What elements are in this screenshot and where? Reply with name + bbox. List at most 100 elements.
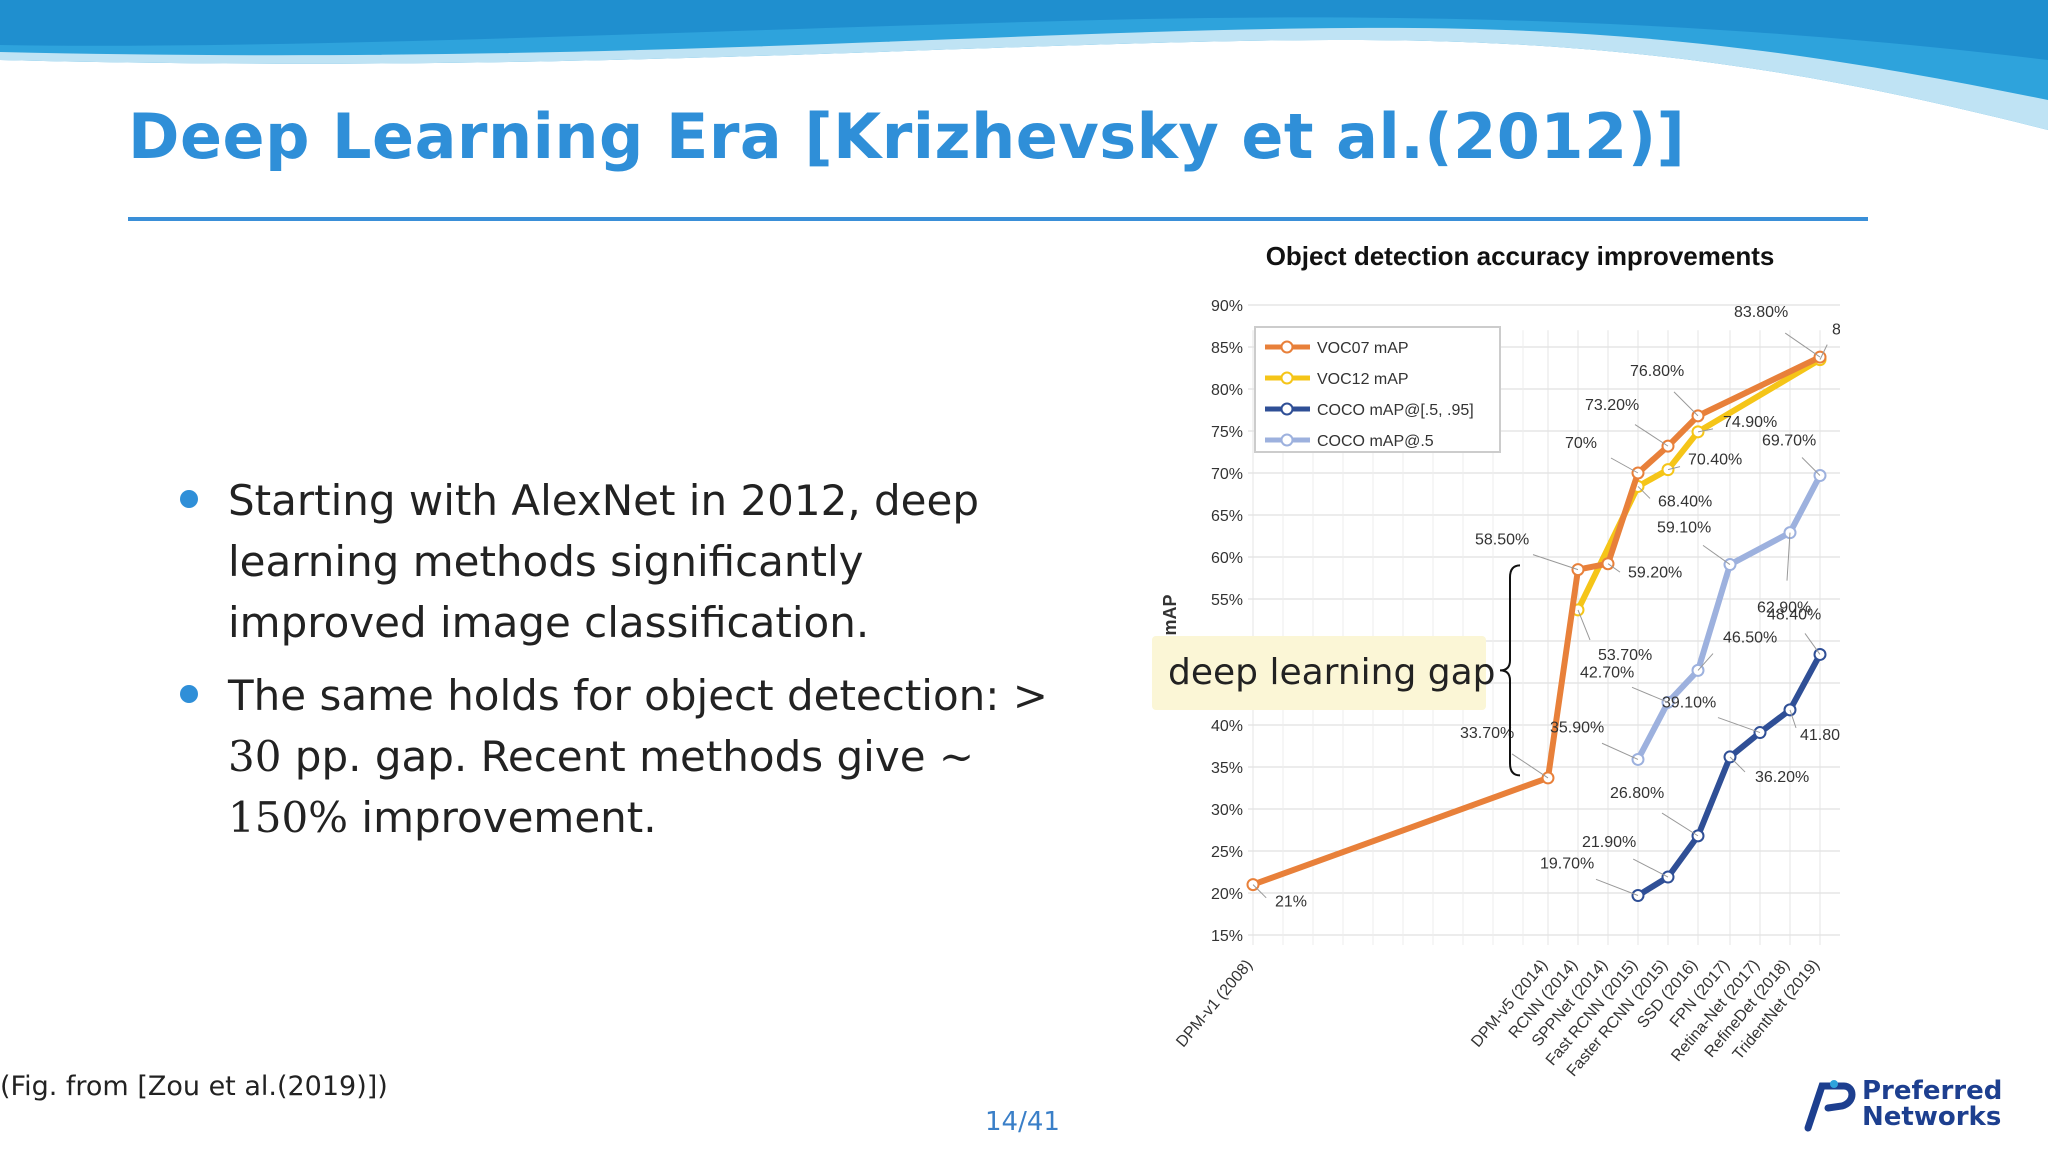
data-label: 48.40%: [1767, 606, 1821, 623]
y-axis-label: mAP: [1160, 594, 1180, 635]
y-tick-label: 85%: [1211, 340, 1243, 357]
y-tick-label: 55%: [1211, 592, 1243, 609]
data-label: 39.10%: [1662, 695, 1716, 712]
legend-marker: [1280, 433, 1294, 447]
data-label: 35.90%: [1550, 719, 1604, 736]
data-label-leader: [1607, 563, 1621, 573]
data-label-leader: [1595, 878, 1639, 896]
data-label: 36.20%: [1755, 769, 1809, 786]
data-label-leader: [1667, 466, 1681, 471]
company-logo: Preferred Networks: [1800, 1076, 2030, 1136]
data-label: 21.90%: [1582, 834, 1636, 851]
y-tick-label: 20%: [1211, 886, 1243, 903]
legend-entry: VOC12 mAP: [1317, 371, 1409, 388]
data-label-leader: [1252, 884, 1267, 899]
data-label-leader: [1634, 424, 1669, 447]
y-tick-label: 65%: [1211, 508, 1243, 525]
y-tick-label: 30%: [1211, 802, 1243, 819]
header-wave: [0, 0, 2048, 130]
data-label: 26.80%: [1610, 785, 1664, 802]
data-label-leader: [1786, 532, 1791, 581]
title-divider: [128, 217, 1868, 221]
page-number: 14/41: [985, 1107, 1060, 1137]
data-label: 68.40%: [1658, 493, 1712, 510]
legend-entry: VOC07 mAP: [1317, 340, 1409, 357]
y-tick-label: 90%: [1211, 298, 1243, 315]
data-label: 62.90%: [1757, 600, 1811, 617]
data-label: 70.40%: [1688, 452, 1742, 469]
header-wave-dark: [0, 0, 2048, 60]
data-label: 41.80%: [1800, 727, 1840, 744]
data-label: 70%: [1565, 435, 1597, 452]
bullet-item: The same holds for object detection: > 3…: [178, 665, 1058, 848]
legend-marker: [1280, 402, 1294, 416]
gap-label: deep learning gap: [1168, 652, 1496, 693]
bullet-item: Starting with AlexNet in 2012, deep lear…: [178, 470, 1058, 653]
data-label-leader: [1610, 457, 1639, 474]
x-tick-label: DPM-v1 (2008): [1173, 957, 1256, 1051]
data-label-leader: [1532, 554, 1579, 571]
math-expression: ∼ 150%: [228, 732, 975, 842]
bullet-text: Starting with AlexNet in 2012, deep lear…: [228, 476, 980, 647]
data-point: [1601, 557, 1615, 571]
y-tick-label: 35%: [1211, 760, 1243, 777]
y-tick-label: 60%: [1211, 550, 1243, 567]
logo-line-1: Preferred: [1862, 1076, 2003, 1106]
data-label: 59.10%: [1657, 520, 1711, 537]
y-tick-label: 25%: [1211, 844, 1243, 861]
legend-marker: [1280, 340, 1294, 354]
data-point: [1813, 350, 1827, 364]
logo-text: Preferred Networks: [1862, 1078, 2002, 1130]
data-label: 83.50%: [1832, 322, 1840, 339]
data-label-leader: [1601, 742, 1639, 760]
data-label: 58.50%: [1475, 532, 1529, 549]
bullet-list: Starting with AlexNet in 2012, deep lear…: [178, 470, 1058, 860]
data-label: 76.80%: [1630, 363, 1684, 380]
logo-mark-icon: [1804, 1080, 1856, 1132]
data-label: 42.70%: [1580, 664, 1634, 681]
gap-brace: [1499, 564, 1521, 777]
data-label-leader: [1661, 812, 1699, 837]
data-label-leader: [1697, 428, 1714, 433]
logo-line-2: Networks: [1862, 1102, 2002, 1132]
data-label-leader: [1784, 332, 1821, 358]
gap-label-box: [1152, 636, 1486, 710]
data-label: 73.20%: [1585, 397, 1639, 414]
slide-title: Deep Learning Era [Krizhevsky et al.(201…: [128, 100, 1686, 173]
data-label-leader: [1632, 858, 1669, 878]
y-tick-label: 40%: [1211, 718, 1243, 735]
series-line: [1635, 474, 1823, 761]
data-label-leader: [1819, 344, 1828, 360]
data-label-leader: [1697, 653, 1714, 671]
data-label: 53.70%: [1598, 647, 1652, 664]
data-label-leader: [1511, 753, 1549, 779]
y-tick-label: 75%: [1211, 424, 1243, 441]
data-label-leader: [1801, 457, 1821, 476]
data-label: 59.20%: [1628, 565, 1682, 582]
data-label-leader: [1702, 544, 1731, 565]
legend-entry: COCO mAP@[.5, .95]: [1317, 402, 1474, 419]
data-label: 21%: [1275, 894, 1307, 911]
data-label-leader: [1673, 391, 1699, 417]
data-label: 69.70%: [1762, 433, 1816, 450]
figure-caption: (Fig. from [Zou et al.(2019)]): [0, 1071, 388, 1102]
data-point: [1661, 463, 1675, 477]
data-label-leader: [1577, 609, 1591, 641]
chart: Object detection accuracy improvements 15…: [1160, 241, 1840, 1080]
data-label: 83.80%: [1734, 304, 1788, 321]
data-label: 46.50%: [1723, 629, 1777, 646]
y-tick-label: 80%: [1211, 382, 1243, 399]
bullet-text: The same holds for object detection:: [228, 671, 1013, 720]
legend-entry: COCO mAP@.5: [1317, 433, 1434, 450]
y-tick-label: 15%: [1211, 928, 1243, 945]
data-label-leader: [1717, 717, 1761, 734]
legend-marker: [1280, 371, 1294, 385]
header-wave-light: [0, 27, 2048, 130]
math-expression: > 30: [228, 671, 1048, 781]
bullet-text: improvement.: [348, 793, 657, 842]
data-label-leader: [1631, 686, 1669, 703]
y-tick-label: 70%: [1211, 466, 1243, 483]
series-line: [1251, 354, 1822, 888]
chart-title: Object detection accuracy improvements: [1266, 241, 1775, 271]
data-label: 74.90%: [1723, 414, 1777, 431]
